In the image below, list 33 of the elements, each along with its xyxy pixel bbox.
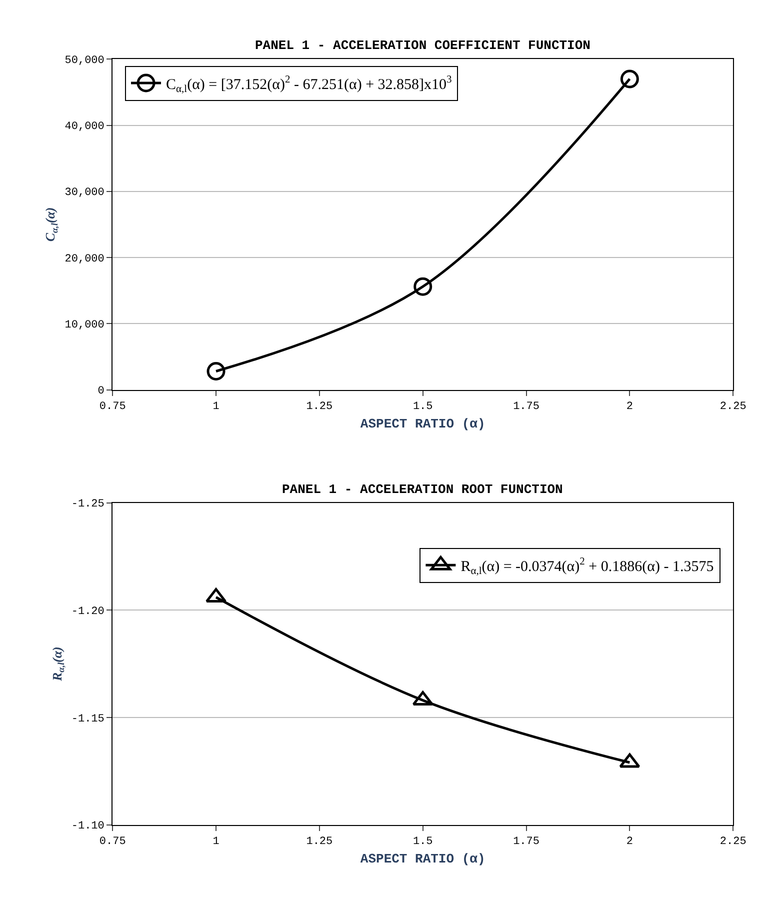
x-tick-label: 1.5 <box>412 836 433 848</box>
y-tick-label: -1.15 <box>71 713 104 726</box>
point <box>414 277 432 296</box>
chart-title: PANEL 1 - ACCELERATION ROOT FUNCTION <box>282 482 563 497</box>
y-tick-label: -1.25 <box>71 498 104 511</box>
y-tick-label: 30,000 <box>64 187 104 200</box>
x-tick-label: 2 <box>626 836 633 848</box>
x-tick-label: 1.25 <box>306 836 333 848</box>
chart-title: PANEL 1 - ACCELERATION COEFFICIENT FUNCTION <box>255 38 590 53</box>
y-tick-label: -1.20 <box>71 606 104 618</box>
x-tick-label: 1 <box>212 400 220 413</box>
x-tick-label: 2.25 <box>720 836 746 848</box>
x-tick-label: 2 <box>626 400 633 413</box>
legend-label: C$_{α,l}$(α) = [37.152(α)$^{2}$ - 67.251(α) + 32.858]x10$^{3}$ <box>166 74 452 96</box>
y-tick-label: 50,000 <box>64 55 104 67</box>
x-tick-label: 1.5 <box>412 400 433 413</box>
y-tick-label: -1.10 <box>71 820 104 833</box>
y-tick-label: 20,000 <box>64 253 104 266</box>
y-tick-label: 0 <box>98 386 104 398</box>
x-axis-title: ASPECT RATIO (α) <box>360 852 486 867</box>
point <box>206 362 226 380</box>
y-tick-label: 10,000 <box>64 319 104 332</box>
legend-label: R$_{α,l}$(α) = -0.0374(α)$^{2}$ + 0.1886(α) - 1.3575 <box>460 556 714 578</box>
point <box>620 70 639 88</box>
x-tick-label: 1.75 <box>513 836 540 848</box>
x-tick-label: 1 <box>212 836 220 848</box>
x-tick-label: 2.25 <box>720 400 746 413</box>
x-tick-label: 0.75 <box>99 400 126 413</box>
y-tick-label: 40,000 <box>64 121 104 134</box>
x-axis-title: ASPECT RATIO (α) <box>360 416 486 432</box>
x-tick-label: 0.75 <box>99 836 126 848</box>
x-tick-label: 1.25 <box>306 400 333 413</box>
x-tick-label: 1.75 <box>513 400 540 413</box>
